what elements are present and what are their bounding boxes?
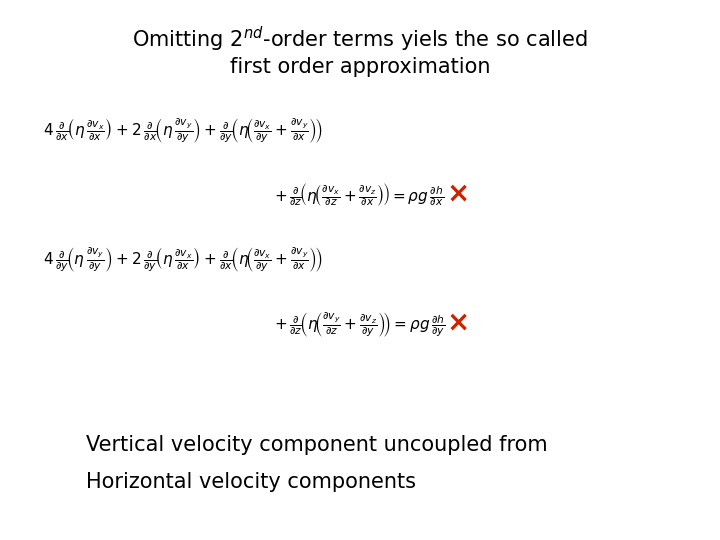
Text: $4\,\frac{\partial}{\partial x}\!\left(\eta\,\frac{\partial v_x}{\partial x}\rig: $4\,\frac{\partial}{\partial x}\!\left(\… xyxy=(43,116,323,145)
Text: first order approximation: first order approximation xyxy=(230,57,490,77)
Text: $+\,\frac{\partial}{\partial z}\!\left(\eta\!\left(\frac{\partial v_x}{\partial : $+\,\frac{\partial}{\partial z}\!\left(\… xyxy=(274,181,444,208)
Text: $+\,\frac{\partial}{\partial z}\!\left(\eta\!\left(\frac{\partial v_y}{\partial : $+\,\frac{\partial}{\partial z}\!\left(\… xyxy=(274,310,445,339)
Text: Omitting 2$^{nd}$-order terms yiels the so called: Omitting 2$^{nd}$-order terms yiels the … xyxy=(132,24,588,53)
Text: $\mathbf{\times}$: $\mathbf{\times}$ xyxy=(446,309,468,337)
Text: Vertical velocity component uncoupled from: Vertical velocity component uncoupled fr… xyxy=(86,435,548,455)
Text: $\mathbf{\times}$: $\mathbf{\times}$ xyxy=(446,179,468,207)
Text: Horizontal velocity components: Horizontal velocity components xyxy=(86,472,416,492)
Text: $4\,\frac{\partial}{\partial y}\!\left(\eta\,\frac{\partial v_y}{\partial y}\rig: $4\,\frac{\partial}{\partial y}\!\left(\… xyxy=(43,246,323,274)
